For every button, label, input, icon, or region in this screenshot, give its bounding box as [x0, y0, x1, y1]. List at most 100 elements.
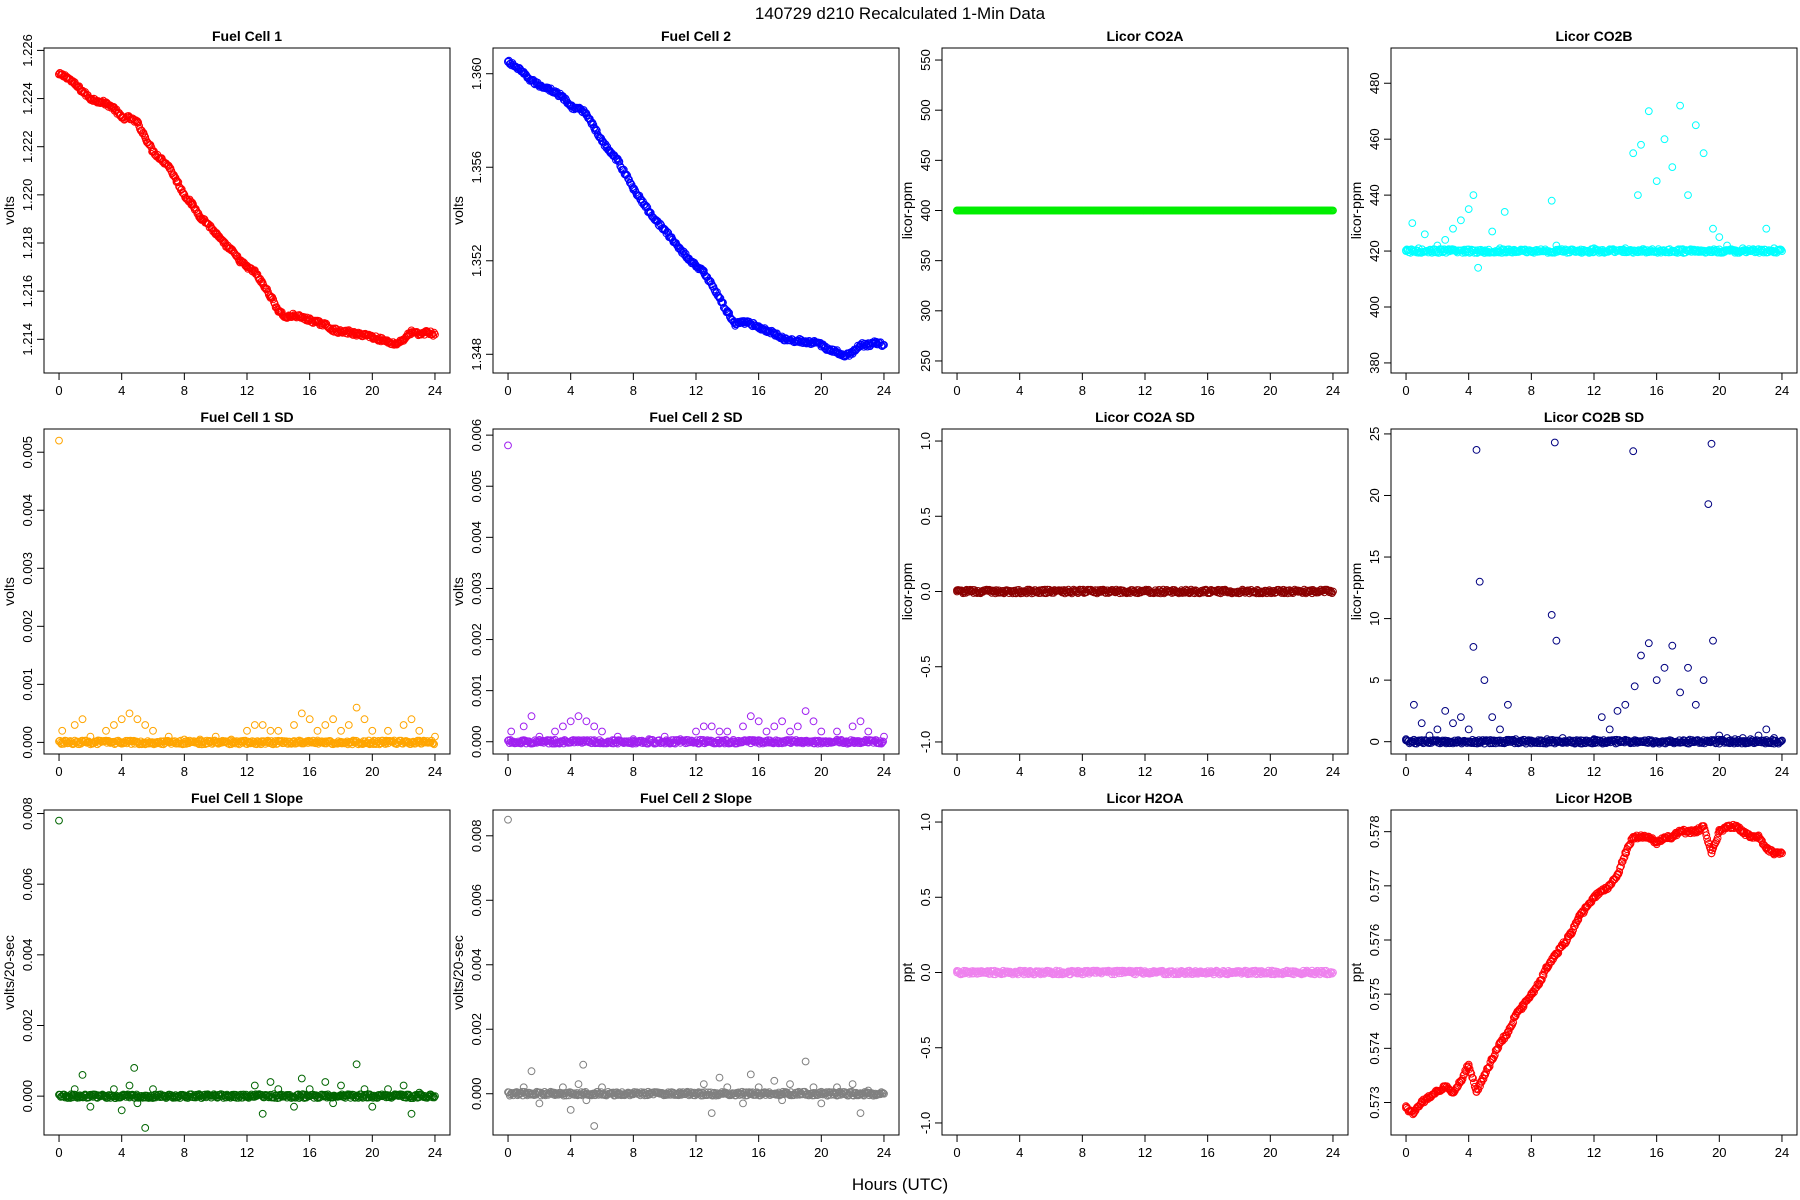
data-point [55, 816, 63, 825]
data-point [1777, 737, 1785, 746]
data-point [125, 709, 134, 718]
data-point [617, 737, 626, 746]
plot-frame [1390, 47, 1798, 374]
data-point [305, 715, 314, 724]
x-tick-label: 12 [240, 383, 254, 398]
data-points [953, 206, 1337, 215]
data-points [953, 585, 1337, 598]
data-point [1660, 663, 1669, 672]
data-point [1630, 682, 1639, 691]
data-point [360, 715, 369, 724]
data-point [407, 715, 416, 724]
panel-7: Licor CO2B SD0 4 8 12 16 20 240510152025licor-… [1348, 409, 1798, 779]
y-tick-label: 0.001 [469, 674, 484, 707]
x-tick-label: 20 [365, 1145, 379, 1160]
x-tick-label: 4 [567, 764, 574, 779]
x-tick-label: 24 [1326, 383, 1340, 398]
x-tick-label: 12 [689, 383, 703, 398]
data-point [1475, 577, 1484, 586]
x-tick-label: 16 [751, 383, 765, 398]
x-tick-label: 8 [181, 764, 188, 779]
data-point [297, 709, 306, 718]
x-tick-label: 24 [877, 764, 891, 779]
data-point [1762, 725, 1771, 734]
y-tick-label: 250 [918, 350, 933, 372]
y-tick-label: 0.008 [469, 820, 484, 853]
data-point [809, 717, 818, 726]
y-tick-label: 0.002 [20, 610, 35, 643]
y-axis-label: licor-ppm [1348, 182, 1364, 240]
y-tick-label: 420 [1367, 240, 1382, 262]
y-tick-label: 1.214 [20, 323, 35, 356]
y-tick-label: -1.0 [918, 1112, 933, 1134]
y-tick-label: 0.000 [20, 1080, 35, 1113]
data-points [55, 69, 439, 349]
data-point [174, 178, 183, 187]
data-point [1488, 713, 1497, 721]
data-point [337, 1081, 345, 1090]
data-point [1449, 719, 1457, 728]
x-tick-label: 20 [365, 383, 379, 398]
y-tick-label: 0.0 [918, 963, 933, 981]
data-point [218, 236, 227, 245]
data-point [368, 1102, 377, 1111]
data-point [801, 1057, 810, 1066]
y-tick-label: 350 [918, 250, 933, 272]
x-tick-label: 16 [1200, 764, 1214, 779]
data-point [313, 726, 322, 735]
y-tick-label: 0.005 [20, 436, 35, 469]
x-tick-label: 12 [240, 1145, 254, 1160]
x-tick-label: 4 [1016, 764, 1023, 779]
x-tick-label: 16 [302, 383, 316, 398]
data-point [58, 726, 67, 735]
y-tick-label: 1.0 [918, 432, 933, 450]
data-point [430, 328, 439, 337]
x-tick-label: 12 [1138, 1145, 1152, 1160]
panel-title: Licor CO2A [1106, 28, 1183, 44]
data-point [1500, 208, 1509, 216]
data-point [1417, 719, 1426, 728]
y-tick-label: 0.000 [469, 1077, 484, 1110]
data-point [715, 1073, 724, 1082]
data-point [149, 726, 157, 735]
data-point [527, 1067, 536, 1076]
x-tick-label: 4 [1016, 383, 1023, 398]
y-tick-label: 20 [1367, 488, 1382, 502]
data-point [1652, 177, 1661, 186]
data-point [1714, 735, 1723, 744]
data-point [135, 122, 144, 130]
x-tick-label: 16 [302, 764, 316, 779]
panel-0: Fuel Cell 10 4 8 12 16 20 241.2141.2161.2181.2… [1, 28, 451, 398]
x-tick-label: 8 [630, 1145, 637, 1160]
data-point [765, 327, 773, 335]
panel-title: Licor CO2B SD [1544, 409, 1644, 425]
data-point [290, 1102, 298, 1111]
data-point [429, 331, 438, 340]
data-point [407, 1109, 416, 1118]
plot-frame [492, 428, 900, 755]
data-point [746, 712, 755, 721]
data-point [571, 1091, 579, 1099]
data-point [329, 715, 338, 724]
data-point [1676, 101, 1684, 110]
data-point [598, 727, 606, 736]
data-point [1488, 227, 1497, 236]
data-point [1327, 588, 1336, 596]
y-tick-label: 1.356 [469, 151, 484, 184]
data-point [739, 722, 747, 731]
data-point [504, 441, 512, 450]
x-tick-label: 20 [814, 383, 828, 398]
y-tick-label: 0.008 [20, 797, 35, 830]
data-point [739, 1099, 747, 1108]
data-point [770, 1076, 779, 1085]
plot-frame [1390, 428, 1798, 755]
figure-title: 140729 d210 Recalculated 1-Min Data [755, 4, 1046, 23]
x-tick-label: 8 [1528, 764, 1535, 779]
x-tick-label: 16 [1200, 1145, 1214, 1160]
data-point [1480, 676, 1489, 684]
data-point [527, 712, 536, 721]
y-tick-label: 0.0 [918, 582, 933, 600]
data-point [848, 722, 857, 731]
data-point [1464, 725, 1473, 734]
